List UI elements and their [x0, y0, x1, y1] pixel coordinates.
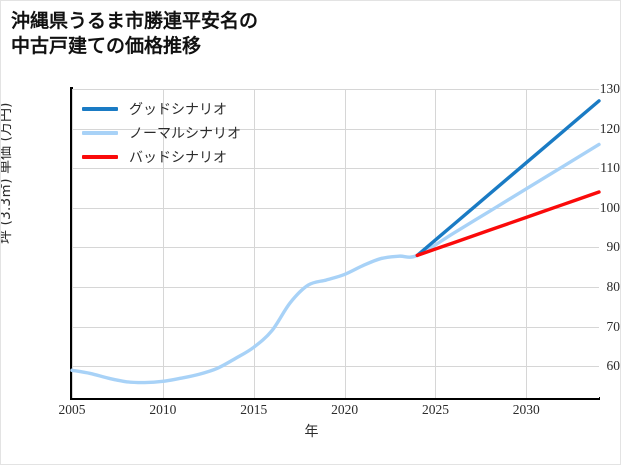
legend-swatch-icon — [82, 131, 118, 135]
gridline-horizontal — [72, 89, 599, 90]
x-axis-tick-label: 2015 — [240, 402, 268, 417]
legend-swatch-icon — [82, 155, 118, 159]
legend-item[interactable]: グッドシナリオ — [82, 97, 241, 121]
y-axis-tick-label: 90 — [606, 239, 621, 255]
legend-item-label: バッドシナリオ — [129, 150, 227, 166]
gridline-vertical — [526, 89, 528, 398]
page-title: 沖縄県うるま市勝連平安名の 中古戸建ての価格推移 — [11, 10, 259, 58]
legend-item-label: グッドシナリオ — [129, 102, 227, 118]
y-axis-tick-label: 100 — [599, 199, 620, 215]
series-line-normal — [70, 142, 601, 385]
legend-swatch-icon — [82, 107, 118, 111]
gridline-horizontal — [72, 128, 599, 130]
legend-item[interactable]: バッドシナリオ — [82, 145, 241, 169]
y-axis-tick-label: 80 — [606, 279, 621, 295]
gridline-horizontal — [72, 366, 599, 368]
gridline-vertical — [72, 89, 73, 398]
gridline-horizontal — [72, 326, 599, 328]
x-axis-tick-label: 2005 — [58, 402, 86, 417]
x-axis-tick-label: 2030 — [512, 402, 540, 417]
gridline-vertical — [253, 89, 255, 398]
series-line-bad — [415, 190, 601, 258]
y-axis-tick-label: 60 — [606, 358, 621, 374]
gridline-horizontal — [72, 168, 599, 170]
x-axis-tick-label: 2010 — [149, 402, 177, 417]
y-axis-tick-label: 110 — [600, 160, 620, 176]
x-axis-tick-label: 2020 — [331, 402, 359, 417]
gridline-horizontal — [72, 207, 599, 209]
gridline-vertical — [162, 89, 164, 398]
x-axis-label: 年 — [304, 424, 319, 440]
legend: グッドシナリオ ノーマルシナリオ バッドシナリオ — [74, 91, 251, 175]
gridline-horizontal — [72, 247, 599, 249]
legend-item-label: ノーマルシナリオ — [129, 126, 241, 142]
plot-background — [72, 89, 599, 398]
x-axis-spine — [70, 397, 600, 400]
y-axis-label: 坪 (3.3㎡) 単価 (万円) — [0, 102, 14, 244]
y-axis-tick-label: 120 — [599, 120, 620, 136]
y-axis-tick-label: 130 — [599, 81, 620, 96]
gridline-horizontal — [72, 287, 599, 289]
legend-item[interactable]: ノーマルシナリオ — [82, 121, 241, 145]
series-lines — [70, 99, 601, 385]
y-axis-spine — [70, 87, 73, 400]
x-axis-tick-label: 2025 — [421, 402, 449, 417]
y-axis-tick-label: 70 — [606, 318, 621, 334]
series-line-good — [415, 99, 601, 258]
plot-area — [70, 89, 601, 398]
gridline-vertical — [344, 89, 346, 398]
